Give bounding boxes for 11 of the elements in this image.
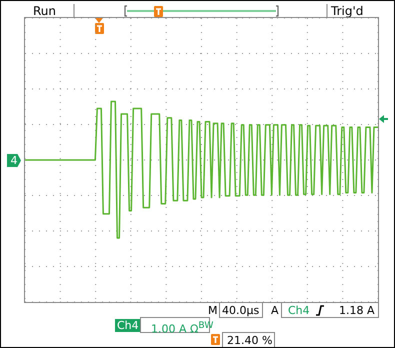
text: 1.00 A Ω$^{BW}$ xyxy=(151,319,214,336)
text: Trig'd xyxy=(331,4,364,18)
text: A xyxy=(271,304,279,317)
text: 40.0µs xyxy=(222,304,260,317)
ground-tag: 4 xyxy=(7,154,21,167)
text: 21.40 % xyxy=(227,334,272,347)
text: Run xyxy=(33,4,56,18)
text: M xyxy=(208,304,218,317)
text: 1.18 A xyxy=(339,304,375,317)
text: Ch4 xyxy=(115,319,141,332)
text: Ch4 xyxy=(288,304,310,317)
